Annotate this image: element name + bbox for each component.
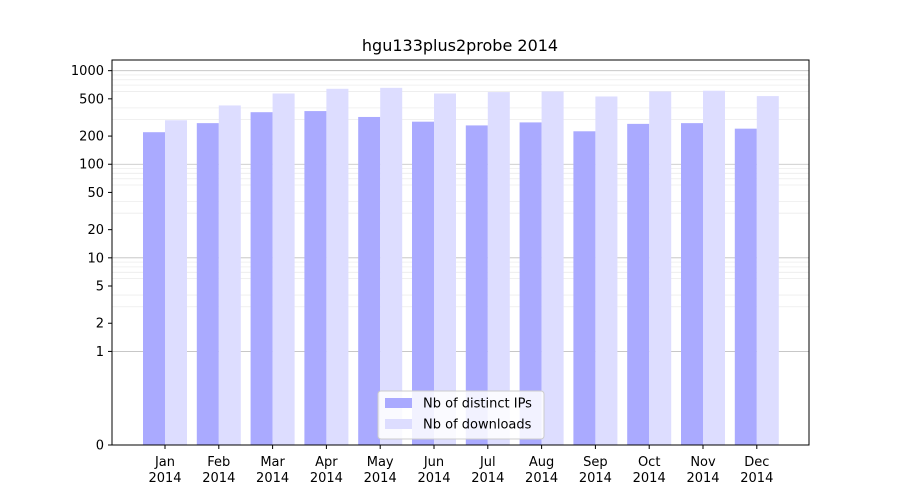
x-tick-label-year: 2014 [256,471,289,486]
bar [487,92,510,446]
x-tick-label-month: Sep [583,455,608,470]
legend-label: Nb of downloads [423,418,532,433]
y-tick-label: 1 [96,345,104,360]
bars-layer [143,87,779,446]
y-tick-label: 5 [96,280,104,295]
bar [272,93,295,445]
bar [756,96,779,445]
x-tick-label-month: Dec [744,455,769,470]
x-tick-label-month: Apr [315,455,338,470]
x-tick-label-month: Jan [154,455,175,470]
x-tick-label-month: Feb [207,455,230,470]
bar [380,87,403,445]
y-tick-label: 0 [96,439,104,454]
bar [304,111,327,445]
bar [734,128,757,445]
x-tick-label-year: 2014 [686,471,719,486]
bar [165,120,187,445]
x-tick-label-year: 2014 [740,471,773,486]
bar [434,93,456,445]
legend-swatch [385,398,412,408]
y-tick-label: 10 [87,251,104,266]
chart-title: hgu133plus2probe 2014 [362,36,558,55]
bar [326,88,349,445]
plot-frame [111,59,810,446]
x-tick-label-year: 2014 [525,471,558,486]
y-tick-label: 20 [87,223,104,238]
x-tick-label-month: Mar [260,455,285,470]
y-tick-label: 2 [96,317,104,332]
x-tick-label-year: 2014 [417,471,450,486]
legend-swatch [385,419,412,429]
bar [627,123,650,445]
bar [143,132,165,445]
x-tick-label-month: Oct [638,455,660,470]
bar [218,105,241,445]
x-tick-label-month: Jun [423,455,444,470]
y-tick-label: 100 [79,158,104,173]
bar [649,91,672,445]
x-tick-label-year: 2014 [364,471,397,486]
x-tick-label-month: Nov [690,455,716,470]
bar [358,116,381,446]
bar [595,96,618,446]
x-tick-label-year: 2014 [202,471,235,486]
x-tick-label-month: May [367,455,394,470]
y-tick-label: 200 [79,130,104,145]
bar [519,122,542,445]
bar [573,131,596,445]
bar [465,125,488,445]
bar [703,90,725,446]
legend: Nb of distinct IPs Nb of downloads [377,390,545,440]
y-tick-label: 500 [79,92,104,107]
x-tick-label-year: 2014 [310,471,343,486]
y-tick-label: 50 [87,186,104,201]
bar [541,91,564,445]
x-tick-label-year: 2014 [148,471,181,486]
y-tick-label: 1000 [71,64,104,79]
bar [196,123,219,446]
x-tick-label-year: 2014 [579,471,612,486]
ticks-layer: 01251020501002005001000Jan2014Feb2014Mar… [71,64,773,486]
bar [681,123,703,446]
legend-label: Nb of distinct IPs [423,397,532,412]
legend-box [377,390,545,440]
bar [250,112,273,445]
x-tick-label-year: 2014 [471,471,504,486]
x-tick-label-year: 2014 [633,471,666,486]
x-tick-label-month: Aug [529,455,554,470]
bar [412,121,434,446]
x-tick-label-month: Jul [479,455,496,470]
